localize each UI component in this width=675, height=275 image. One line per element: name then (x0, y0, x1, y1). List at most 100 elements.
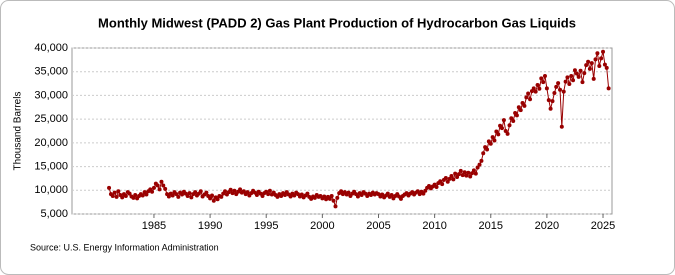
data-point (494, 129, 499, 134)
data-point (312, 195, 317, 200)
data-point (542, 73, 547, 78)
data-point (331, 198, 336, 203)
data-point (550, 99, 555, 104)
y-tick-label: 5,000 (40, 208, 68, 220)
data-point (150, 189, 155, 194)
data-point (481, 151, 486, 156)
data-point (267, 188, 272, 193)
data-point (238, 187, 243, 192)
data-point (601, 49, 606, 54)
data-point (514, 113, 519, 118)
data-point (488, 141, 493, 146)
data-point (133, 193, 138, 198)
data-point (155, 183, 160, 188)
data-point (511, 119, 516, 124)
source-note: Source: U.S. Energy Information Administ… (30, 242, 219, 252)
data-point (541, 80, 546, 85)
data-point (544, 86, 549, 91)
data-point (434, 184, 439, 189)
data-point (279, 193, 284, 198)
data-point (468, 174, 473, 179)
data-point (520, 101, 525, 106)
data-point (533, 89, 538, 94)
data-point (223, 189, 228, 194)
data-point (471, 168, 476, 173)
y-tick-label: 25,000 (34, 113, 68, 125)
data-point (339, 189, 344, 194)
data-point (329, 193, 334, 198)
data-point (574, 71, 579, 76)
data-point (211, 198, 216, 203)
data-point (151, 185, 156, 190)
data-point (333, 204, 338, 209)
data-point (552, 91, 557, 96)
data-point (455, 175, 460, 180)
data-point (208, 196, 213, 201)
data-point (606, 86, 611, 91)
data-point (359, 193, 364, 198)
data-point (597, 64, 602, 69)
data-point (561, 89, 566, 94)
data-point (163, 186, 168, 191)
data-point (509, 116, 514, 121)
data-point (466, 170, 471, 175)
data-point (189, 195, 194, 200)
data-point (518, 108, 523, 113)
data-point (458, 168, 463, 173)
data-point (322, 194, 327, 199)
data-point (449, 174, 454, 179)
data-point (479, 158, 484, 163)
data-point (228, 187, 233, 192)
data-point (554, 84, 559, 89)
x-tick-label: 2020 (535, 220, 559, 232)
data-point (232, 188, 237, 193)
data-point (599, 56, 604, 61)
data-point (546, 98, 551, 103)
data-point (451, 177, 456, 182)
y-tick-label: 35,000 (34, 66, 68, 78)
data-point (127, 191, 132, 196)
data-point (524, 95, 529, 100)
data-point (587, 66, 592, 71)
x-tick-label: 1990 (198, 220, 222, 232)
y-tick-label: 20,000 (34, 137, 68, 149)
data-point (531, 86, 536, 91)
data-point (477, 162, 482, 167)
data-point (593, 57, 598, 62)
x-tick-label: 2015 (479, 220, 503, 232)
data-point (522, 103, 527, 108)
data-point (110, 193, 115, 198)
data-point (567, 82, 572, 87)
y-tick-label: 30,000 (34, 89, 68, 101)
data-point (187, 191, 192, 196)
y-tick-label: 15,000 (34, 160, 68, 172)
data-point (440, 182, 445, 187)
data-point (589, 61, 594, 66)
data-point (582, 71, 587, 76)
data-point (198, 189, 203, 194)
data-point (266, 192, 271, 197)
data-point (219, 194, 224, 199)
data-point (503, 129, 508, 133)
data-point (460, 173, 465, 178)
data-point (114, 194, 119, 199)
data-point (591, 76, 596, 81)
data-point (107, 185, 112, 190)
data-point (275, 194, 280, 199)
data-point (443, 175, 448, 180)
data-point (565, 75, 570, 80)
data-point (131, 195, 136, 200)
data-point (355, 194, 360, 199)
data-point (421, 191, 426, 196)
data-point (140, 193, 145, 198)
y-tick-label: 10,000 (34, 184, 68, 196)
data-point (282, 193, 287, 198)
data-point (180, 192, 185, 197)
data-point (535, 82, 540, 87)
data-point (569, 73, 574, 78)
data-point (496, 132, 501, 137)
data-point (346, 190, 351, 195)
data-point (123, 193, 128, 198)
